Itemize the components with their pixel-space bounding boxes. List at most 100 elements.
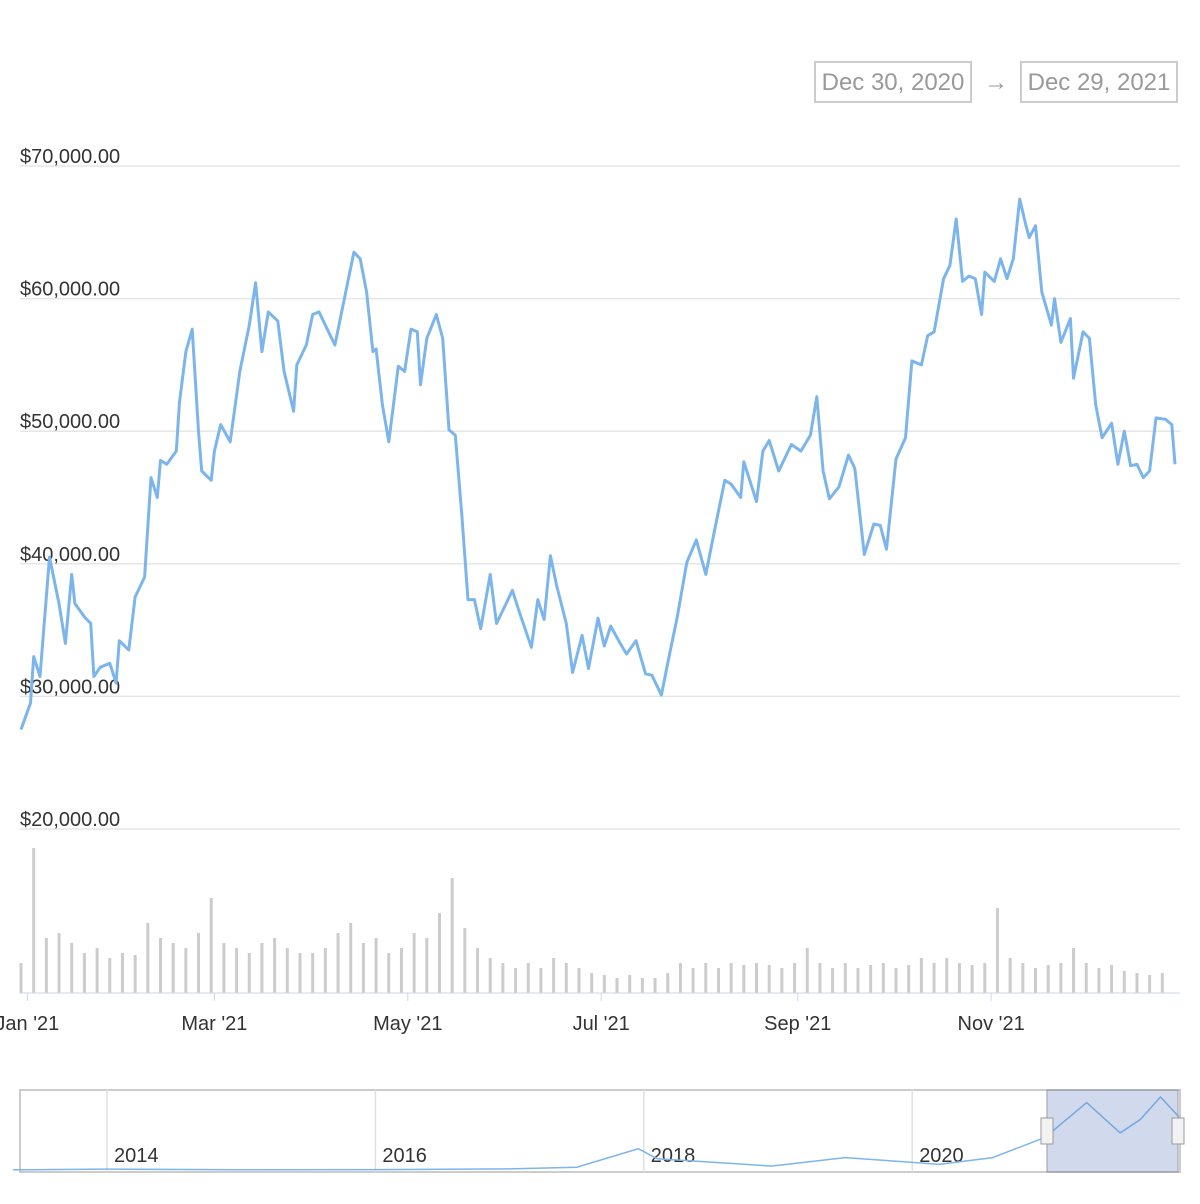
volume-bar [197,933,201,993]
range-end-box[interactable] [1020,61,1178,103]
navigator-tick-label: 2018 [651,1145,696,1167]
range-start-box[interactable] [814,61,972,103]
volume-bar [82,953,86,993]
volume-bar [831,968,835,993]
volume-bar [336,933,340,993]
x-tick-label: May '21 [373,1013,442,1035]
volume-bar [57,933,61,993]
volume-bar [1097,968,1101,993]
volume-bar [767,965,771,993]
volume-bar [995,908,999,993]
volume-bar [501,963,505,993]
volume-bar [95,948,99,993]
volume-bar [450,878,454,993]
volume-bar [970,965,974,993]
volume-bar [437,913,441,993]
volume-bar [361,943,365,993]
volume-bar [273,938,277,993]
volume-bar [932,963,936,993]
volume-bar [412,933,416,993]
navigator-tick-label: 2016 [382,1145,427,1167]
volume-bar [983,963,987,993]
volume-bar [526,963,530,993]
volume-bar [691,968,695,993]
volume-bar [1008,958,1012,993]
volume-bar [590,973,594,993]
volume-bar [716,968,720,993]
volume-bar [235,948,239,993]
x-tick-label: Mar '21 [181,1013,247,1035]
volume-bar [374,938,378,993]
volume-bar [425,938,429,993]
volume-bar [919,958,923,993]
volume-bar [387,953,391,993]
volume-bar [742,965,746,993]
range-start[interactable]: Dec 30, 2020 [822,69,965,96]
x-tick-label: Jan '21 [0,1013,59,1035]
y-tick-label: $40,000.00 [20,544,120,566]
volume-bar [209,898,213,993]
navigator-selection[interactable] [1046,1089,1179,1173]
price-line [19,197,1177,731]
volume-bar [323,948,327,993]
volume-bar [907,965,911,993]
volume-bar [805,948,809,993]
volume-bar [70,943,74,993]
volume-bar [1160,973,1164,993]
x-tick-label: Nov '21 [958,1013,1025,1035]
volume-bar [539,968,543,993]
volume-bar [298,953,302,993]
volume-bar [247,953,251,993]
volume-bar [32,848,36,993]
volume-bar [146,923,150,993]
volume-bar [476,948,480,993]
volume-bar [285,948,289,993]
volume-bar [729,963,733,993]
volume-bar [19,963,23,993]
volume-bar [1110,965,1114,993]
volume-bar [311,953,315,993]
volume-bar [945,958,949,993]
volume-bar [653,978,657,993]
volume-bar [577,968,581,993]
volume-bar [552,958,556,993]
volume-bar [184,948,188,993]
volume-bar [1084,963,1088,993]
volume-bar [171,943,175,993]
x-tick-label: Sep '21 [764,1013,831,1035]
volume-bar [564,963,568,993]
y-tick-label: $30,000.00 [20,676,120,698]
volume-bar [1034,968,1038,993]
volume-bar [399,948,403,993]
volume-bar [615,978,619,993]
volume-bar [881,963,885,993]
volume-bar [894,968,898,993]
volume-bar [120,953,124,993]
volume-bar [349,923,353,993]
volume-bar [818,963,822,993]
navigator-handle[interactable] [1040,1117,1054,1145]
volume-bar [640,978,644,993]
volume-bar [755,963,759,993]
volume-bar [704,963,708,993]
volume-bar [1122,971,1126,993]
volume-bar [1021,963,1025,993]
volume-bar [843,963,847,993]
volume-bar [108,958,112,993]
volume-bar [158,938,162,993]
navigator-handle[interactable] [1171,1117,1185,1145]
range-end[interactable]: Dec 29, 2021 [1028,69,1171,96]
navigator-line [13,1095,1180,1171]
volume-bar [869,965,873,993]
volume-bar [957,963,961,993]
volume-bar [1135,973,1139,993]
volume-bar [780,968,784,993]
volume-bar [488,958,492,993]
navigator-tick-label: 2014 [114,1145,159,1167]
volume-bar [1072,948,1076,993]
y-tick-label: $50,000.00 [20,411,120,433]
volume-bar [628,975,632,993]
volume-bar [1046,965,1050,993]
